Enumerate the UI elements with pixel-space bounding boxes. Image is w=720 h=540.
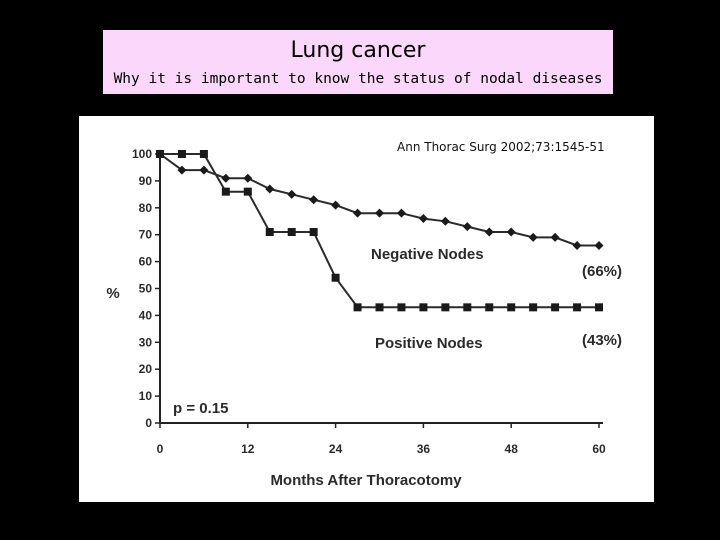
data-point-negative-nodes [506, 227, 516, 237]
data-point-positive-nodes [353, 303, 362, 312]
y-tick-label: 40 [139, 308, 153, 322]
data-point-positive-nodes [309, 228, 318, 237]
data-point-negative-nodes [594, 240, 604, 250]
data-point-negative-nodes [418, 214, 428, 224]
y-ticks: 0 10 20 30 40 50 60 70 80 90 100 [132, 147, 160, 430]
data-point-positive-nodes [243, 187, 252, 196]
p-value-annotation: p = 0.15 [173, 400, 228, 417]
slide-subtitle: Why it is important to know the status o… [113, 71, 603, 87]
data-point-negative-nodes [484, 227, 494, 237]
data-point-positive-nodes [595, 303, 603, 312]
x-tick-label: 24 [329, 442, 343, 456]
slide-title: Lung cancer [290, 38, 426, 63]
data-point-positive-nodes [463, 303, 472, 312]
data-point-negative-nodes [528, 232, 538, 242]
data-point-negative-nodes [287, 189, 297, 199]
data-point-positive-nodes [375, 303, 384, 312]
data-point-negative-nodes [309, 195, 319, 205]
citation: Ann Thorac Surg 2002;73:1545-51 [397, 140, 605, 154]
x-tick-label: 60 [592, 442, 606, 456]
y-tick-label: 100 [132, 147, 152, 161]
data-point-negative-nodes [265, 184, 275, 194]
data-point-positive-nodes [221, 187, 230, 196]
survival-chart: 0 10 20 30 40 50 60 70 80 90 100 0 12 24 36 48 60 Negat… [106, 147, 622, 489]
data-point-negative-nodes [572, 240, 582, 250]
data-point-positive-nodes [485, 303, 494, 312]
y-tick-label: 0 [145, 416, 152, 430]
data-point-positive-nodes [507, 303, 516, 312]
y-tick-label: 90 [139, 174, 153, 188]
data-point-positive-nodes [419, 303, 428, 312]
y-tick-label: 30 [139, 335, 153, 349]
series-final-negative: (66%) [582, 263, 622, 280]
series-final-positive: (43%) [582, 332, 622, 349]
data-point-positive-nodes [199, 150, 208, 158]
data-point-positive-nodes [331, 273, 340, 282]
data-point-negative-nodes [353, 208, 363, 218]
data-point-positive-nodes [177, 150, 186, 158]
data-point-positive-nodes [529, 303, 538, 312]
data-point-positive-nodes [287, 228, 296, 237]
data-point-negative-nodes [462, 222, 472, 232]
data-point-negative-nodes [177, 165, 187, 175]
chart-axes [159, 152, 603, 424]
x-ticks: 0 12 24 36 48 60 [157, 423, 606, 456]
data-point-positive-nodes [441, 303, 450, 312]
x-tick-label: 48 [505, 442, 519, 456]
x-tick-label: 0 [157, 442, 164, 456]
survival-figure: 0 10 20 30 40 50 60 70 80 90 100 0 12 24 36 48 60 Negat… [79, 116, 654, 502]
data-point-negative-nodes [221, 173, 231, 183]
data-point-negative-nodes [243, 173, 253, 183]
y-tick-label: 50 [139, 282, 153, 296]
x-axis-label: Months After Thoracotomy [270, 472, 462, 489]
data-point-positive-nodes [551, 303, 560, 312]
y-tick-label: 80 [139, 201, 153, 215]
data-point-negative-nodes [440, 216, 450, 226]
data-point-positive-nodes [573, 303, 582, 312]
y-tick-label: 20 [139, 362, 153, 376]
slide-title-box: Lung cancer Why it is important to know … [103, 30, 613, 94]
data-point-positive-nodes [397, 303, 406, 312]
data-point-negative-nodes [331, 200, 341, 210]
y-tick-label: 60 [139, 255, 153, 269]
y-tick-label: 70 [139, 228, 153, 242]
data-point-positive-nodes [265, 228, 274, 237]
x-tick-label: 36 [417, 442, 431, 456]
data-point-negative-nodes [550, 232, 560, 242]
data-point-negative-nodes [375, 208, 384, 218]
data-point-negative-nodes [199, 165, 209, 175]
series-label-negative: Negative Nodes [371, 246, 484, 263]
series-line-negative-nodes [159, 153, 599, 247]
y-axis-label: % [106, 285, 119, 302]
x-tick-label: 12 [241, 442, 255, 456]
y-tick-label: 10 [139, 389, 153, 403]
series-label-positive: Positive Nodes [375, 335, 483, 352]
data-point-negative-nodes [396, 208, 406, 218]
series-layer [155, 149, 604, 312]
data-point-positive-nodes [156, 150, 164, 158]
